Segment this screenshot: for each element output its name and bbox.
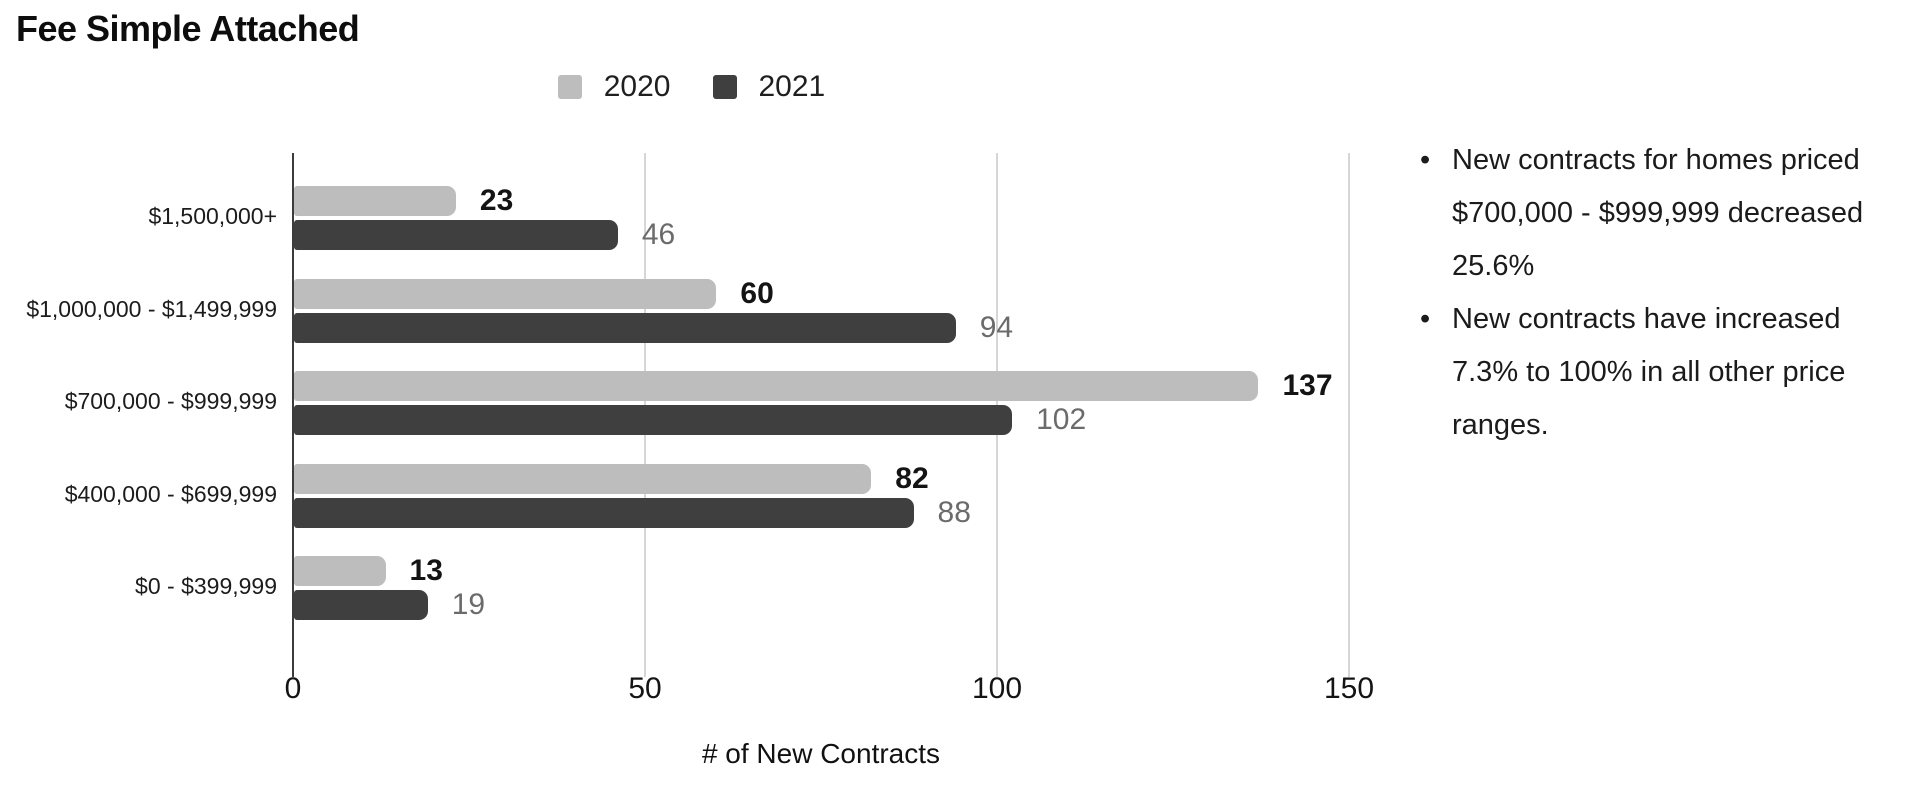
bar-value-label: 94 <box>979 310 1014 344</box>
bar-value-label: 46 <box>641 218 676 251</box>
bar-2020 <box>294 463 872 494</box>
legend-item-2021: 2021 <box>712 70 826 104</box>
legend-label-2020: 2020 <box>603 70 671 103</box>
bar-value-label: 82 <box>895 461 929 495</box>
bar-2021 <box>294 590 428 620</box>
bar-value-label: 88 <box>937 495 971 529</box>
x-axis-ticks: 0 50 100 150 <box>285 672 1385 708</box>
bar-2020 <box>294 556 386 586</box>
bar-2020 <box>294 278 717 309</box>
bar-2021 <box>294 312 956 343</box>
category-label: $0 - $399,999 <box>135 573 277 599</box>
bar-2020 <box>294 186 456 216</box>
bar-2021 <box>294 497 914 528</box>
category-label: $400,000 - $699,999 <box>64 480 277 507</box>
x-tick-label: 50 <box>628 672 662 705</box>
category-label: $1,500,000+ <box>148 203 277 229</box>
note-item: New contracts for homes priced $700,000 … <box>1408 134 1892 293</box>
legend-label-2021: 2021 <box>758 70 826 103</box>
bar-2021 <box>294 220 618 250</box>
bar-value-label: 23 <box>479 184 514 217</box>
chart-title: Fee Simple Attached <box>16 8 360 49</box>
legend-swatch-2021 <box>712 75 737 99</box>
category-label: $1,000,000 - $1,499,999 <box>26 295 277 322</box>
x-tick-label: 150 <box>1323 672 1375 705</box>
note-item: New contracts have increased 7.3% to 100… <box>1408 293 1892 452</box>
bar-value-label: 60 <box>740 276 774 310</box>
bar-value-label: 102 <box>1036 403 1087 436</box>
bar-value-label: 13 <box>409 554 443 587</box>
gridline <box>1348 153 1350 677</box>
notes-list: New contracts for homes priced $700,000 … <box>1408 134 1892 452</box>
bar-2021 <box>294 405 1013 435</box>
legend-swatch-2020 <box>557 75 582 99</box>
legend-item-2020: 2020 <box>557 70 671 104</box>
bar-value-label: 137 <box>1282 369 1333 402</box>
category-label: $700,000 - $999,999 <box>64 388 277 414</box>
x-tick-label: 100 <box>971 672 1023 705</box>
category-axis: $1,500,000+ $1,000,000 - $1,499,999 $700,0… <box>0 153 277 662</box>
x-axis-title: # of New Contracts <box>701 738 941 769</box>
plot-area: 23 46 60 94 137 102 82 88 13 19 <box>292 153 1385 677</box>
x-tick-label: 0 <box>284 672 302 705</box>
bar-2020 <box>294 371 1259 401</box>
y-axis-line <box>292 153 294 677</box>
bar-value-label: 19 <box>451 588 486 621</box>
legend: 2020 2021 <box>0 70 1383 104</box>
